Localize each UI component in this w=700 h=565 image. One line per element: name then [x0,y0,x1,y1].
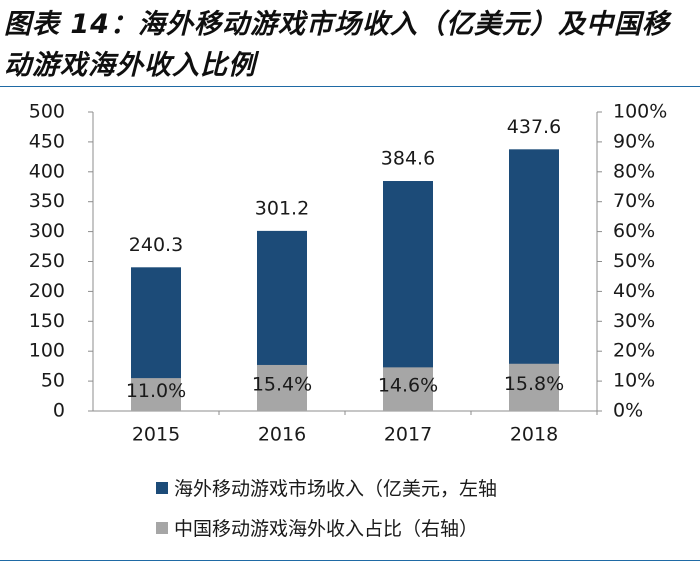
y-right-tick-label: 10% [613,370,655,392]
revenue-data-label: 437.6 [507,116,561,138]
share-data-label: 11.0% [126,380,186,402]
x-tick-label: 2017 [384,424,432,446]
share-data-label: 15.4% [252,373,312,395]
y-left-tick-label: 300 [29,220,65,242]
legend-item-share: 中国移动游戏海外收入占比（右轴） [156,514,478,541]
revenue-data-label: 384.6 [381,148,435,170]
y-right-tick-label: 40% [613,280,655,302]
x-tick-label: 2018 [510,424,558,446]
share-data-label: 15.8% [504,373,564,395]
legend-label-revenue: 海外移动游戏市场收入（亿美元，左轴 [174,478,498,500]
share-bar [383,367,433,411]
revenue-data-label: 240.3 [129,234,183,256]
chart-title: 图表 14：海外移动游戏市场收入（亿美元）及中国移动游戏海外收入比例 [4,9,670,81]
y-right-tick-label: 70% [613,190,655,212]
bar-chart: 0 50 100 150 200 250 300 350 400 450 500 0% 10% 20% 30… [29,101,668,446]
y-left-tick-label: 50 [41,370,65,392]
y-left-tick-label: 350 [29,190,65,212]
title-divider [0,86,700,87]
x-tick-label: 2016 [258,424,306,446]
y-left-tick-label: 500 [29,101,65,123]
revenue-data-label: 301.2 [255,197,309,219]
legend-swatch-share [156,521,168,534]
y-left-tick-label: 450 [29,130,65,152]
share-bar [131,378,181,411]
y-right-tick-label: 20% [613,340,655,362]
y-right-tick-label: 50% [613,250,655,272]
y-right-tick-label: 0% [613,400,643,422]
y-right-tick-label: 90% [613,130,655,152]
y-right-tick-label: 100% [613,101,667,123]
share-bar [509,363,559,411]
y-right-tick-label: 30% [613,310,655,332]
legend-item-revenue: 海外移动游戏市场收入（亿美元，左轴 [156,474,497,501]
legend-label-share: 中国移动游戏海外收入占比（右轴） [174,518,479,540]
legend-swatch-revenue [156,481,168,494]
bottom-divider [0,560,700,561]
y-left-tick-label: 100 [29,340,65,362]
y-left-tick-label: 150 [29,310,65,332]
x-tick-label: 2015 [132,424,180,446]
share-data-label: 14.6% [378,375,438,397]
y-right-tick-label: 80% [613,160,655,182]
y-left-tick-label: 0 [53,400,65,422]
y-left-tick-label: 250 [29,250,65,272]
share-bar [257,364,307,411]
y-left-tick-label: 200 [29,280,65,302]
y-right-tick-label: 60% [613,220,655,242]
y-left-tick-label: 400 [29,160,65,182]
